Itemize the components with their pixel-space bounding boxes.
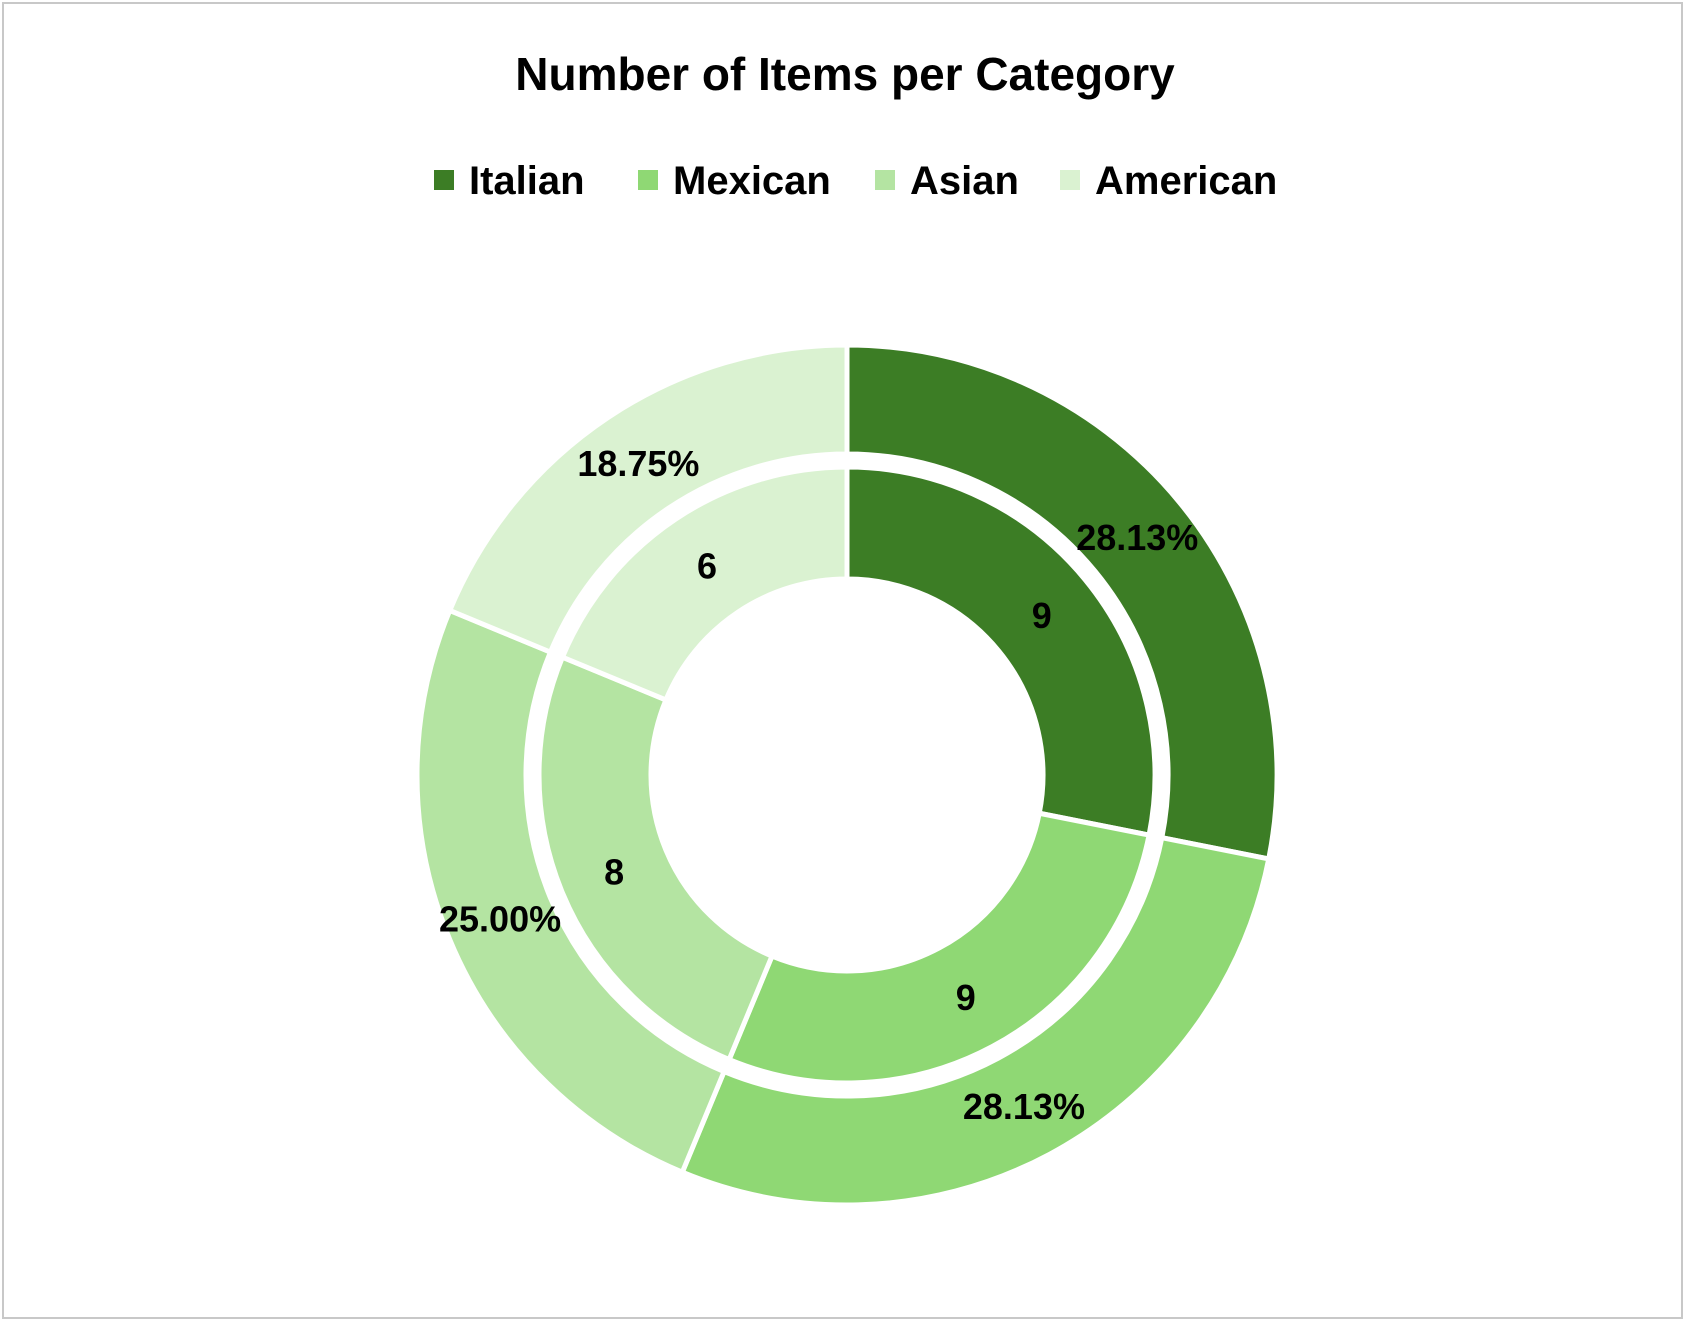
legend-swatch-asian <box>875 170 895 190</box>
outer-ring-label-mexican: 28.13% <box>963 1086 1085 1127</box>
legend-swatch-american <box>1060 170 1080 190</box>
outer-ring-slice-italian <box>844 342 1280 862</box>
legend-swatch-italian <box>434 170 454 190</box>
legend-label-asian: Asian <box>910 159 1019 203</box>
legend-label-american: American <box>1095 159 1277 203</box>
doughnut-chart: Number of Items per Category Italian Mexi… <box>414 48 1280 1208</box>
outer-ring-slice-american <box>447 342 850 655</box>
inner-ring-label-italian: 9 <box>1032 595 1052 636</box>
legend-label-mexican: Mexican <box>673 159 831 203</box>
inner-ring-slice-italian <box>844 464 1158 838</box>
legend: Italian Mexican Asian American <box>434 159 1277 203</box>
legend-label-italian: Italian <box>469 159 585 203</box>
outer-ring-label-american: 18.75% <box>577 443 699 484</box>
inner-ring-slice-mexican <box>726 810 1152 1086</box>
outer-ring-slice-mexican <box>679 835 1272 1208</box>
outer-ring-slice-asian <box>414 607 727 1175</box>
inner-ring-label-mexican: 9 <box>956 977 976 1018</box>
inner-ring-label-asian: 8 <box>604 851 624 892</box>
doughnut-rings <box>414 342 1280 1208</box>
data-labels: 28.13% 28.13% 25.00% 18.75% 9 9 8 6 <box>439 443 1198 1127</box>
outer-ring-label-italian: 28.13% <box>1076 517 1198 558</box>
inner-ring-slice-asian <box>536 654 775 1063</box>
legend-swatch-mexican <box>638 170 658 190</box>
inner-ring-label-american: 6 <box>697 545 717 586</box>
outer-ring-label-asian: 25.00% <box>439 899 561 940</box>
chart-title: Number of Items per Category <box>515 48 1175 100</box>
inner-ring-slice-american <box>559 464 850 703</box>
